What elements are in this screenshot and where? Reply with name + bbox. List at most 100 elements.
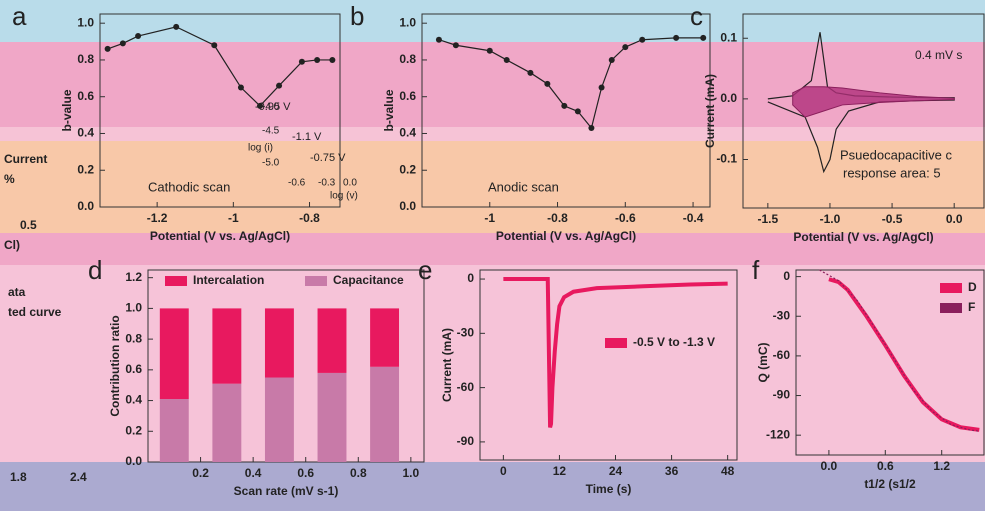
annotation: -5.0 xyxy=(262,158,280,169)
annotation: response area: 5 xyxy=(843,165,941,180)
annotation: -0.75 V xyxy=(310,152,346,164)
x-tick-label: 0.0 xyxy=(821,459,838,473)
y-tick-label: 0.0 xyxy=(720,91,737,105)
figure: a-1.2-1-0.80.00.20.40.60.81.0Potential (… xyxy=(0,0,985,511)
panel-label: e xyxy=(418,255,432,285)
x-tick-label: -0.5 xyxy=(882,212,903,226)
fragment: Cl) xyxy=(4,238,20,252)
y-tick-label: 0.4 xyxy=(125,393,142,407)
annotation: -4.5 xyxy=(262,126,280,137)
legend-swatch xyxy=(940,283,962,293)
y-tick-label: 1.2 xyxy=(125,270,142,284)
y-tick-label: 0.6 xyxy=(125,362,142,376)
x-tick-label: -1.2 xyxy=(147,211,168,225)
y-tick-label: -0.1 xyxy=(716,152,737,166)
x-tick-label: 0.6 xyxy=(297,466,314,480)
fragment: % xyxy=(4,172,15,186)
band xyxy=(0,42,985,127)
y-tick-label: 1.0 xyxy=(77,15,94,29)
legend-swatch xyxy=(305,276,327,286)
fragment: ata xyxy=(8,285,26,299)
legend-swatch xyxy=(605,338,627,348)
x-tick-label: 0.8 xyxy=(350,466,367,480)
annotation: Cathodic scan xyxy=(148,179,230,194)
x-axis-title: Potential (V vs. Ag/AgCl) xyxy=(150,229,290,243)
marker xyxy=(700,35,706,41)
annotation: Psuedocapacitive c xyxy=(840,147,953,162)
marker xyxy=(599,85,605,91)
x-tick-label: -1.0 xyxy=(820,212,841,226)
annotation: Anodic scan xyxy=(488,179,559,194)
y-tick-label: 0.6 xyxy=(399,89,416,103)
panel-label: b xyxy=(350,1,364,31)
bar xyxy=(160,308,189,399)
y-tick-label: 0.0 xyxy=(77,199,94,213)
fragment: 1.8 xyxy=(10,470,27,484)
x-tick-label: 0.2 xyxy=(192,466,209,480)
y-axis-title: Current (mA) xyxy=(703,74,717,148)
bar xyxy=(265,378,294,462)
legend-swatch xyxy=(165,276,187,286)
y-tick-label: 0.4 xyxy=(399,126,416,140)
marker xyxy=(561,103,567,109)
marker xyxy=(276,83,282,89)
band xyxy=(0,462,985,511)
marker xyxy=(575,108,581,114)
fragment: 0.5 xyxy=(20,218,37,232)
y-tick-label: 0.4 xyxy=(77,126,94,140)
x-tick-label: 1.2 xyxy=(933,459,950,473)
x-tick-label: -0.8 xyxy=(299,211,320,225)
y-tick-label: -90 xyxy=(457,434,475,448)
marker xyxy=(609,57,615,63)
bar xyxy=(212,384,241,462)
marker xyxy=(639,37,645,43)
marker xyxy=(453,42,459,48)
panel-label: c xyxy=(690,1,703,31)
marker xyxy=(211,42,217,48)
x-axis-title: t1/2 (s1/2 xyxy=(864,477,916,491)
y-axis-title: b-value xyxy=(60,89,74,131)
bar xyxy=(370,367,399,462)
marker xyxy=(673,35,679,41)
x-tick-label: 0.4 xyxy=(245,466,262,480)
x-tick-label: -0.8 xyxy=(547,211,568,225)
x-tick-label: -0.4 xyxy=(683,211,704,225)
annotation: -0.6 xyxy=(288,178,306,189)
legend-swatch xyxy=(940,303,962,313)
x-tick-label: 48 xyxy=(721,464,735,478)
bar xyxy=(318,373,347,462)
x-tick-label: -1.5 xyxy=(758,212,779,226)
legend-label: Capacitance xyxy=(333,273,404,287)
y-tick-label: -30 xyxy=(457,326,475,340)
annotation: log (v) xyxy=(330,191,358,202)
legend-label: -0.5 V to -1.3 V xyxy=(633,335,715,349)
annotation: 0.4 mV s xyxy=(915,48,962,62)
marker xyxy=(487,48,493,54)
x-tick-label: -1 xyxy=(228,211,239,225)
x-axis-title: Potential (V vs. Ag/AgCl) xyxy=(496,229,636,243)
y-tick-label: 0.8 xyxy=(125,331,142,345)
y-tick-label: 0.6 xyxy=(77,89,94,103)
legend-label: Intercalation xyxy=(193,273,264,287)
y-tick-label: 0.2 xyxy=(399,162,416,176)
y-axis-title: b-value xyxy=(382,89,396,131)
marker xyxy=(622,44,628,50)
panel-label: f xyxy=(752,255,760,285)
marker xyxy=(504,57,510,63)
y-axis-title: Contribution ratio xyxy=(108,315,122,416)
panel-label: d xyxy=(88,255,102,285)
y-axis-title: Current (mA) xyxy=(440,328,454,402)
y-tick-label: 0.8 xyxy=(399,52,416,66)
annotation: -1.1 V xyxy=(292,131,322,143)
marker xyxy=(329,57,335,63)
bar xyxy=(370,308,399,366)
fragment: ted curve xyxy=(8,305,62,319)
marker xyxy=(238,85,244,91)
marker xyxy=(436,37,442,43)
marker xyxy=(588,125,594,131)
x-tick-label: 24 xyxy=(609,464,623,478)
band xyxy=(0,0,985,42)
fragment: 2.4 xyxy=(70,470,87,484)
x-axis-title: Scan rate (mV s-1) xyxy=(234,484,339,498)
annotation: -4.0 xyxy=(262,102,280,113)
